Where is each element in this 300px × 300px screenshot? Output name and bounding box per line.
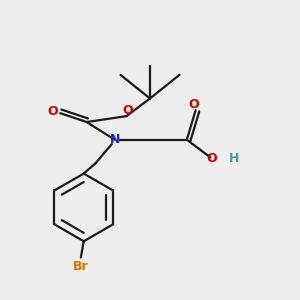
Text: O: O xyxy=(206,152,217,165)
Text: O: O xyxy=(47,105,58,118)
Text: H: H xyxy=(229,152,239,165)
Text: O: O xyxy=(123,104,133,117)
Text: N: N xyxy=(110,133,120,146)
Text: O: O xyxy=(189,98,200,111)
Text: Br: Br xyxy=(72,260,88,273)
